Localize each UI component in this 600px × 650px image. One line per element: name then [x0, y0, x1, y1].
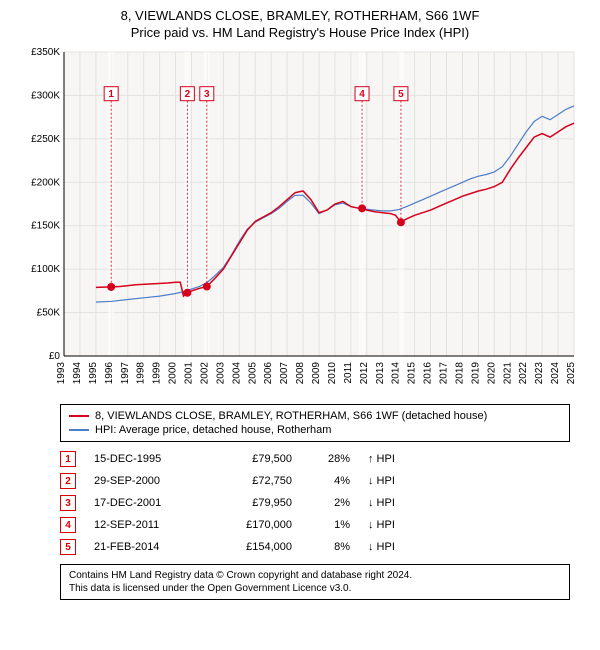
svg-text:£0: £0 — [49, 351, 61, 362]
event-price: £154,000 — [212, 541, 292, 553]
svg-text:2003: 2003 — [215, 362, 226, 385]
events-table: 1 15-DEC-1995 £79,500 28% ↑ HPI 2 29-SEP-2000 £… — [60, 448, 570, 558]
event-pct: 4% — [310, 475, 350, 487]
svg-text:2006: 2006 — [263, 362, 274, 385]
legend-label-1: 8, VIEWLANDS CLOSE, BRAMLEY, ROTHERHAM, … — [95, 410, 487, 422]
event-date: 29-SEP-2000 — [94, 475, 194, 487]
svg-text:2012: 2012 — [359, 362, 370, 385]
event-direction: ↓ HPI — [368, 519, 408, 531]
svg-text:1995: 1995 — [88, 362, 99, 385]
event-price: £72,750 — [212, 475, 292, 487]
event-price: £79,950 — [212, 497, 292, 509]
svg-text:£100K: £100K — [31, 264, 60, 275]
event-date: 17-DEC-2001 — [94, 497, 194, 509]
event-row: 5 21-FEB-2014 £154,000 8% ↓ HPI — [60, 536, 570, 558]
event-date: 15-DEC-1995 — [94, 453, 194, 465]
svg-text:£150K: £150K — [31, 221, 60, 232]
event-direction: ↓ HPI — [368, 541, 408, 553]
event-price: £79,500 — [212, 453, 292, 465]
svg-text:2021: 2021 — [502, 362, 513, 385]
svg-text:2001: 2001 — [184, 362, 195, 385]
legend-row-2: HPI: Average price, detached house, Roth… — [69, 423, 561, 437]
svg-text:2014: 2014 — [391, 362, 402, 385]
svg-text:2024: 2024 — [550, 362, 561, 385]
svg-text:1996: 1996 — [104, 362, 115, 385]
svg-text:2015: 2015 — [407, 362, 418, 385]
title-block: 8, VIEWLANDS CLOSE, BRAMLEY, ROTHERHAM, … — [10, 8, 590, 40]
svg-text:2013: 2013 — [375, 362, 386, 385]
footer-line2: This data is licensed under the Open Gov… — [69, 582, 561, 595]
event-row: 1 15-DEC-1995 £79,500 28% ↑ HPI — [60, 448, 570, 470]
event-row: 2 29-SEP-2000 £72,750 4% ↓ HPI — [60, 470, 570, 492]
svg-text:2004: 2004 — [231, 362, 242, 385]
svg-text:2: 2 — [185, 89, 191, 100]
svg-text:£200K: £200K — [31, 177, 60, 188]
event-pct: 8% — [310, 541, 350, 553]
event-pct: 2% — [310, 497, 350, 509]
chart-area: £0 £50K £100K £150K £200K £250K £300K £350K 1993… — [22, 46, 582, 396]
event-date: 12-SEP-2011 — [94, 519, 194, 531]
event-direction: ↑ HPI — [368, 453, 408, 465]
chart-container: 8, VIEWLANDS CLOSE, BRAMLEY, ROTHERHAM, … — [0, 0, 600, 650]
svg-text:2022: 2022 — [518, 362, 529, 385]
svg-text:1998: 1998 — [136, 362, 147, 385]
footer-box: Contains HM Land Registry data © Crown c… — [60, 564, 570, 600]
event-row: 3 17-DEC-2001 £79,950 2% ↓ HPI — [60, 492, 570, 514]
event-price: £170,000 — [212, 519, 292, 531]
footer-line1: Contains HM Land Registry data © Crown c… — [69, 569, 561, 582]
svg-text:2020: 2020 — [486, 362, 497, 385]
event-marker: 4 — [60, 517, 76, 533]
legend-swatch-red — [69, 415, 89, 417]
svg-text:1: 1 — [108, 89, 114, 100]
svg-text:1994: 1994 — [72, 362, 83, 385]
svg-text:1993: 1993 — [56, 362, 67, 385]
svg-text:2010: 2010 — [327, 362, 338, 385]
event-pct: 28% — [310, 453, 350, 465]
svg-text:5: 5 — [398, 89, 404, 100]
event-marker: 1 — [60, 451, 76, 467]
legend-row-1: 8, VIEWLANDS CLOSE, BRAMLEY, ROTHERHAM, … — [69, 409, 561, 423]
title-line1: 8, VIEWLANDS CLOSE, BRAMLEY, ROTHERHAM, … — [10, 8, 590, 23]
event-marker: 2 — [60, 473, 76, 489]
legend-label-2: HPI: Average price, detached house, Roth… — [95, 424, 331, 436]
chart-svg: £0 £50K £100K £150K £200K £250K £300K £350K 1993… — [22, 46, 582, 396]
svg-text:£250K: £250K — [31, 134, 60, 145]
svg-text:1997: 1997 — [120, 362, 131, 385]
svg-text:2016: 2016 — [423, 362, 434, 385]
event-marker: 3 — [60, 495, 76, 511]
svg-text:3: 3 — [204, 89, 210, 100]
event-marker: 5 — [60, 539, 76, 555]
svg-text:2023: 2023 — [534, 362, 545, 385]
event-pct: 1% — [310, 519, 350, 531]
svg-text:2009: 2009 — [311, 362, 322, 385]
title-line2: Price paid vs. HM Land Registry's House … — [10, 25, 590, 40]
event-direction: ↓ HPI — [368, 497, 408, 509]
svg-text:2005: 2005 — [247, 362, 258, 385]
event-direction: ↓ HPI — [368, 475, 408, 487]
svg-text:2025: 2025 — [566, 362, 577, 385]
svg-text:2011: 2011 — [343, 362, 354, 384]
svg-text:2017: 2017 — [439, 362, 450, 385]
svg-text:2019: 2019 — [470, 362, 481, 385]
svg-text:2000: 2000 — [168, 362, 179, 385]
svg-text:2008: 2008 — [295, 362, 306, 385]
svg-text:2018: 2018 — [454, 362, 465, 385]
svg-text:£50K: £50K — [37, 308, 61, 319]
event-row: 4 12-SEP-2011 £170,000 1% ↓ HPI — [60, 514, 570, 536]
svg-text:£300K: £300K — [31, 90, 60, 101]
svg-text:2007: 2007 — [279, 362, 290, 385]
svg-text:£350K: £350K — [31, 47, 60, 58]
legend-box: 8, VIEWLANDS CLOSE, BRAMLEY, ROTHERHAM, … — [60, 404, 570, 442]
legend-swatch-blue — [69, 429, 89, 431]
svg-text:4: 4 — [359, 89, 365, 100]
svg-text:1999: 1999 — [152, 362, 163, 385]
svg-text:2002: 2002 — [199, 362, 210, 385]
event-date: 21-FEB-2014 — [94, 541, 194, 553]
